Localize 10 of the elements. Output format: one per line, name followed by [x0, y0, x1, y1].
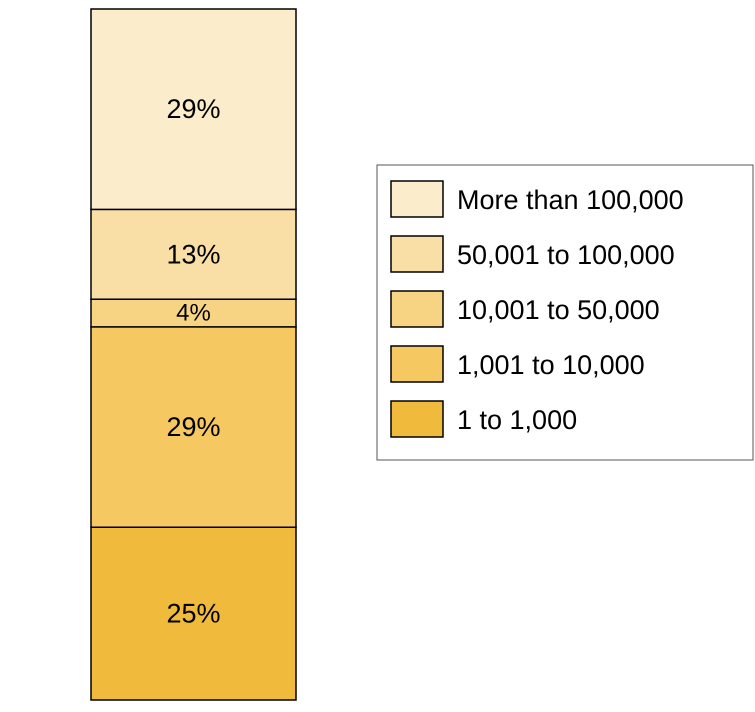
data-label: 4% [176, 300, 211, 327]
data-label: 25% [166, 598, 221, 629]
data-label: 29% [166, 412, 221, 442]
legend-label: 1 to 1,000 [457, 405, 578, 435]
data-label: 29% [166, 94, 221, 124]
data-label: 13% [166, 239, 221, 270]
legend-label: 1,001 to 10,000 [457, 350, 645, 380]
legend-label: More than 100,000 [457, 185, 684, 215]
legend-label: 50,001 to 100,000 [457, 240, 675, 270]
legend-label: 10,001 to 50,000 [457, 295, 660, 325]
